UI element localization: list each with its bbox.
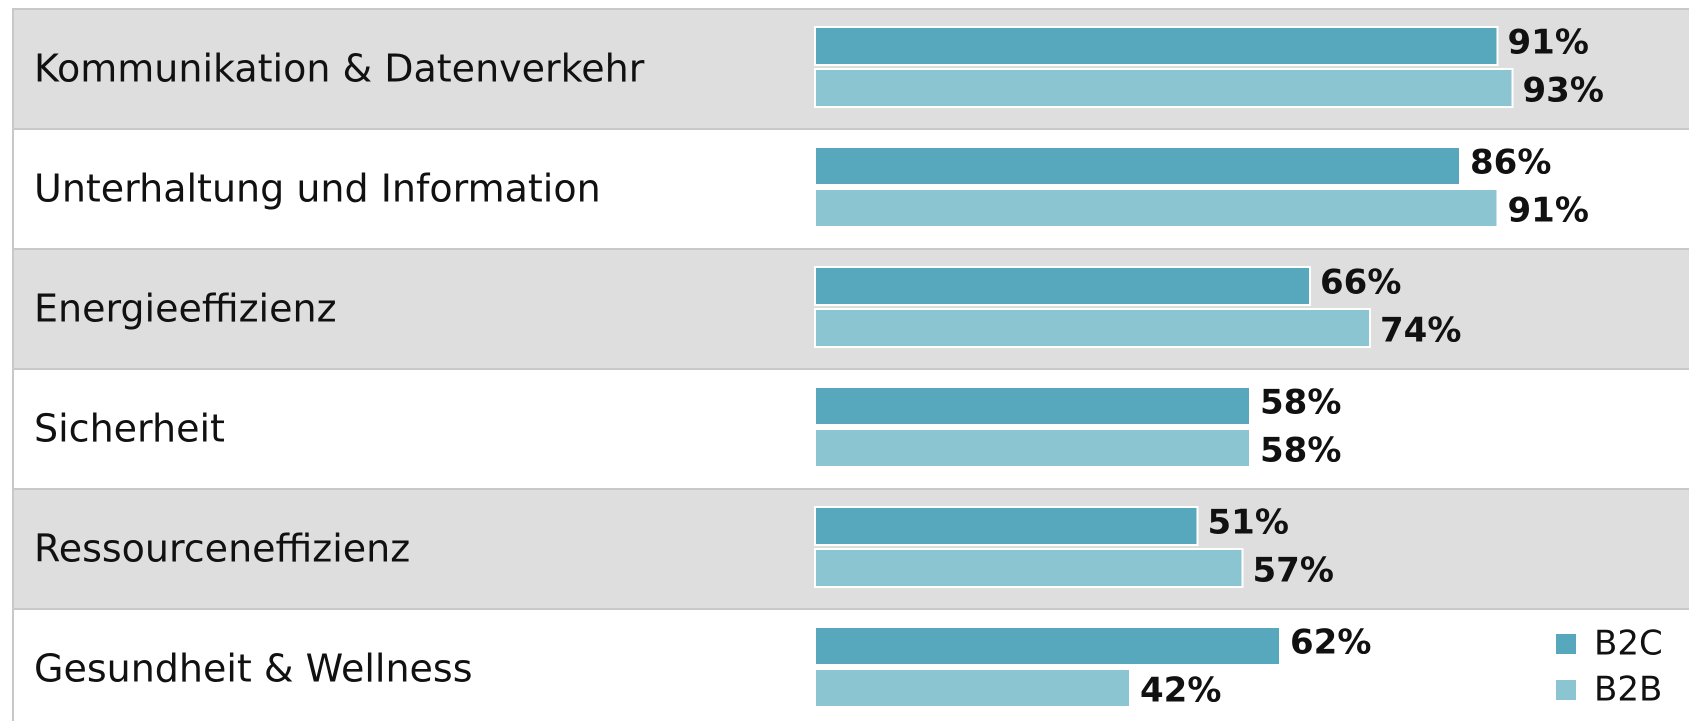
bar — [814, 506, 1199, 546]
value-label: 74% — [1380, 311, 1461, 351]
value-label: 93% — [1523, 71, 1604, 111]
category-label: Ressourceneffizienz — [34, 527, 410, 571]
legend-swatch — [1556, 680, 1576, 700]
bar — [814, 68, 1514, 108]
bar — [814, 266, 1311, 306]
category-label: Sicherheit — [34, 407, 225, 451]
value-label: 42% — [1140, 671, 1221, 711]
value-label: 91% — [1508, 191, 1589, 231]
value-label: 58% — [1260, 431, 1341, 471]
value-label: 58% — [1260, 383, 1341, 423]
bar — [814, 626, 1281, 666]
value-label: 62% — [1290, 623, 1371, 663]
bar — [814, 308, 1371, 348]
legend-label: B2C — [1594, 624, 1663, 664]
legend-label: B2B — [1594, 670, 1662, 710]
category-label: Energieeffizienz — [34, 287, 337, 331]
bar — [814, 188, 1499, 228]
bar — [814, 146, 1461, 186]
bar — [814, 386, 1251, 426]
category-label: Unterhaltung und Information — [34, 167, 601, 211]
category-label: Gesundheit & Wellness — [34, 647, 473, 691]
value-label: 86% — [1470, 143, 1551, 183]
bar — [814, 428, 1251, 468]
bar — [814, 26, 1499, 66]
value-label: 51% — [1208, 503, 1289, 543]
bar — [814, 668, 1131, 708]
legend-swatch — [1556, 634, 1576, 654]
bar — [814, 548, 1244, 588]
value-label: 57% — [1253, 551, 1334, 591]
value-label: 91% — [1508, 23, 1589, 63]
value-label: 66% — [1320, 263, 1401, 303]
category-label: Kommunikation & Datenverkehr — [34, 47, 645, 91]
